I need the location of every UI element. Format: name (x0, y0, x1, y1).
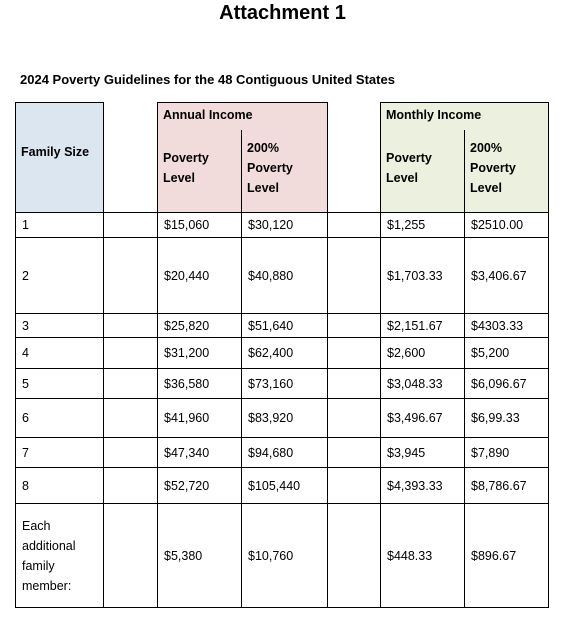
title: Attachment 1 (219, 2, 346, 24)
table-cell: 4 (15, 337, 104, 369)
table-cell: $3,048.33 (380, 368, 465, 399)
monthly-poverty: Poverty Level (386, 151, 432, 185)
empty-cell (103, 437, 158, 468)
table-cell: $52,720 (157, 467, 242, 504)
monthly-double: 200% Poverty Level (470, 141, 516, 195)
table-cell: $10,760 (241, 503, 328, 608)
annual-header (157, 102, 328, 213)
table-cell: $6,096.67 (464, 368, 549, 399)
family-size-label: Family Size (21, 145, 90, 159)
empty-cell (103, 212, 158, 238)
empty-cell (327, 337, 381, 369)
table-cell: 6 (15, 398, 104, 438)
empty-cell (103, 313, 158, 338)
table-cell: $51,640 (241, 313, 328, 338)
table-cell: $3,406.67 (464, 237, 549, 314)
annual-poverty: Poverty Level (163, 151, 209, 185)
empty-cell (327, 212, 381, 238)
table-cell: $896.67 (464, 503, 549, 608)
table-cell: 2 (15, 237, 104, 314)
header-divider (241, 130, 242, 212)
subtitle: 2024 Poverty Guidelines for the 48 Conti… (20, 72, 395, 87)
table-cell: $8,786.67 (464, 467, 549, 504)
table-cell: $5,200 (464, 337, 549, 369)
empty-cell (327, 368, 381, 399)
header-gap (327, 102, 381, 213)
empty-cell (327, 437, 381, 468)
table-cell: 1 (15, 212, 104, 238)
empty-cell (103, 368, 158, 399)
table-cell: $3,945 (380, 437, 465, 468)
table-cell: $62,400 (241, 337, 328, 369)
table-cell: $73,160 (241, 368, 328, 399)
table-cell: $47,340 (157, 437, 242, 468)
header-gap (103, 102, 158, 213)
empty-cell (103, 398, 158, 438)
table-cell: $40,880 (241, 237, 328, 314)
table-cell: $3,496.67 (380, 398, 465, 438)
table-cell: 8 (15, 467, 104, 504)
table-cell: $94,680 (241, 437, 328, 468)
table-cell: Each additional family member: (15, 503, 104, 608)
annual-title: Annual Income (163, 108, 253, 122)
table-cell: $6,99.33 (464, 398, 549, 438)
empty-cell (327, 398, 381, 438)
table-cell: $2,151.67 (380, 313, 465, 338)
table-cell: 3 (15, 313, 104, 338)
table-cell: $105,440 (241, 467, 328, 504)
header-divider (464, 130, 465, 212)
table-cell: $5,380 (157, 503, 242, 608)
empty-cell (327, 503, 381, 608)
table-cell: $30,120 (241, 212, 328, 238)
empty-cell (103, 467, 158, 504)
table-cell: 5 (15, 368, 104, 399)
monthly-title: Monthly Income (386, 108, 482, 122)
table-cell: $4303.33 (464, 313, 549, 338)
family-size-header (15, 102, 104, 213)
table-cell: $36,580 (157, 368, 242, 399)
table-cell: $41,960 (157, 398, 242, 438)
empty-cell (103, 503, 158, 608)
empty-cell (103, 237, 158, 314)
table-cell: $7,890 (464, 437, 549, 468)
empty-cell (327, 313, 381, 338)
table-cell: $25,820 (157, 313, 242, 338)
table-cell: $15,060 (157, 212, 242, 238)
table-cell: $20,440 (157, 237, 242, 314)
table-cell: $1,255 (380, 212, 465, 238)
table-cell: $2510.00 (464, 212, 549, 238)
annual-double: 200% Poverty Level (247, 141, 293, 195)
table-cell: $2,600 (380, 337, 465, 369)
table-cell: 7 (15, 437, 104, 468)
table-cell: $83,920 (241, 398, 328, 438)
empty-cell (103, 337, 158, 369)
empty-cell (327, 467, 381, 504)
table-cell: $1,703.33 (380, 237, 465, 314)
table-cell: $4,393.33 (380, 467, 465, 504)
table-cell: $31,200 (157, 337, 242, 369)
empty-cell (327, 237, 381, 314)
table-cell: $448.33 (380, 503, 465, 608)
